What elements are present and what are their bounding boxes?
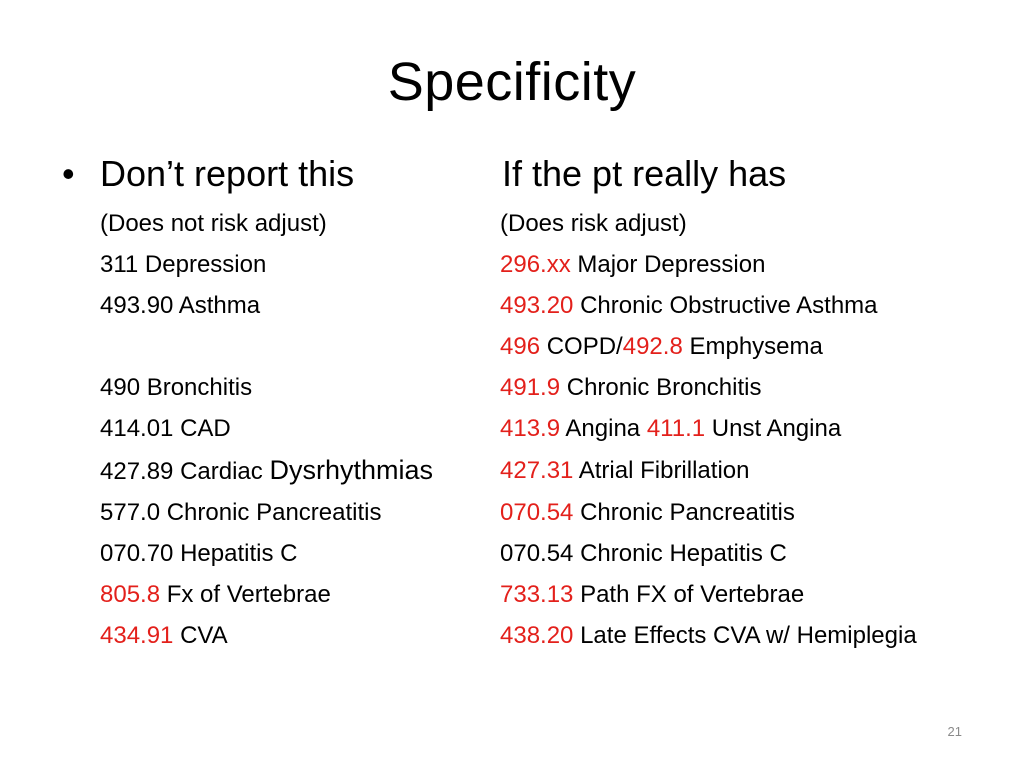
left-code-cell: 434.91 CVA	[100, 615, 228, 656]
right-code-text: Angina	[560, 415, 647, 442]
right-code-text: Major Depression	[570, 251, 766, 278]
left-code-text: 070.70 Hepatitis C	[100, 540, 298, 567]
right-code-cell: 296.xx Major Depression	[500, 244, 765, 285]
right-code-cell: 496 COPD/492.8 Emphysema	[500, 326, 823, 367]
code-row: 805.8 Fx of Vertebrae 733.13 Path FX of …	[0, 574, 1024, 615]
left-code-text: 414.01 CAD	[100, 415, 231, 442]
left-code-text-large: Dysrhythmias	[269, 455, 433, 485]
right-code-text: Emphysema	[682, 333, 823, 360]
right-code-text: Atrial Fibrillation	[573, 457, 750, 484]
right-code-cell: 070.54 Chronic Pancreatitis	[500, 492, 795, 533]
right-code-text: (Does risk adjust)	[500, 210, 687, 237]
right-code-cell: 413.9 Angina 411.1 Unst Angina	[500, 408, 841, 449]
right-code-text: Chronic Pancreatitis	[573, 499, 795, 526]
left-code-cell: 070.70 Hepatitis C	[100, 533, 297, 574]
left-code-cell: 490 Bronchitis	[100, 367, 252, 408]
right-code-cell: 438.20 Late Effects CVA w/ Hemiplegia	[500, 615, 917, 656]
left-code-text: Fx of Vertebrae	[160, 581, 331, 608]
left-code-text: 490 Bronchitis	[100, 374, 253, 401]
right-code-cell: 491.9 Chronic Bronchitis	[500, 367, 761, 408]
right-code-text: Chronic Bronchitis	[560, 374, 762, 401]
right-code-number: 411.1	[646, 415, 706, 442]
left-code-cell: 311 Depression	[100, 244, 266, 285]
right-code-text: Path FX of Vertebrae	[573, 581, 805, 608]
slide-title: Specificity	[387, 52, 637, 112]
right-code-number: 493.20	[500, 292, 574, 319]
left-code-text: 311 Depression	[100, 251, 267, 278]
left-code-number: 434.91	[100, 622, 174, 649]
right-code-text: Chronic Obstructive Asthma	[573, 292, 878, 319]
right-code-cell: 733.13 Path FX of Vertebrae	[500, 574, 804, 615]
left-code-text: 493.90 Asthma	[100, 292, 261, 319]
right-code-number: 496	[500, 333, 541, 360]
right-code-number: 491.9	[500, 374, 561, 401]
right-code-cell: 493.20 Chronic Obstructive Asthma	[500, 285, 878, 326]
code-row: 490 Bronchitis 491.9 Chronic Bronchitis	[0, 367, 1024, 408]
code-row: 311 Depression 296.xx Major Depression	[0, 244, 1024, 285]
right-code-text: COPD/	[540, 333, 623, 360]
heading-dont-report: Don’t report this	[100, 153, 355, 194]
right-code-text: Unst Angina	[705, 415, 842, 442]
page-number: 21	[947, 724, 962, 739]
code-row: 427.89 Cardiac Dysrhythmias 427.31 Atria…	[0, 449, 1024, 492]
heading-if-pt-has: If the pt really has	[502, 153, 787, 194]
code-row: (Does not risk adjust) (Does risk adjust…	[0, 203, 1024, 244]
left-code-cell: 493.90 Asthma	[100, 285, 260, 326]
code-row: 434.91 CVA 438.20 Late Effects CVA w/ He…	[0, 615, 1024, 656]
code-row: 070.70 Hepatitis C 070.54 Chronic Hepati…	[0, 533, 1024, 574]
right-code-text: 070.54 Chronic Hepatitis C	[500, 540, 787, 567]
right-code-cell: 427.31 Atrial Fibrillation	[500, 449, 749, 492]
left-code-text: 577.0 Chronic Pancreatitis	[100, 499, 382, 526]
left-code-text: CVA	[173, 622, 228, 649]
right-code-number: 296.xx	[500, 251, 571, 278]
left-code-cell: (Does not risk adjust)	[100, 203, 327, 244]
code-row: 493.90 Asthma 493.20 Chronic Obstructive…	[0, 285, 1024, 326]
left-code-text: (Does not risk adjust)	[100, 210, 327, 237]
left-code-cell: 577.0 Chronic Pancreatitis	[100, 492, 381, 533]
left-code-text: 427.89 Cardiac	[100, 458, 270, 485]
right-code-cell: (Does risk adjust)	[500, 203, 687, 244]
code-comparison-list: (Does not risk adjust) (Does risk adjust…	[0, 203, 1024, 656]
code-row: 577.0 Chronic Pancreatitis 070.54 Chroni…	[0, 492, 1024, 533]
left-code-number: 805.8	[100, 581, 161, 608]
right-code-number: 070.54	[500, 499, 574, 526]
right-code-number: 413.9	[500, 415, 561, 442]
right-code-number: 733.13	[500, 581, 574, 608]
code-row: 414.01 CAD 413.9 Angina 411.1 Unst Angin…	[0, 408, 1024, 449]
right-code-number: 492.8	[622, 333, 683, 360]
right-code-number: 438.20	[500, 622, 574, 649]
left-code-cell: 414.01 CAD	[100, 408, 231, 449]
right-code-cell: 070.54 Chronic Hepatitis C	[500, 533, 787, 574]
left-code-cell: 805.8 Fx of Vertebrae	[100, 574, 331, 615]
left-code-cell: 427.89 Cardiac Dysrhythmias	[100, 449, 433, 493]
bullet-icon: •	[62, 153, 75, 194]
right-code-text: Late Effects CVA w/ Hemiplegia	[573, 622, 917, 649]
right-code-number: 427.31	[500, 457, 574, 484]
code-row: 496 COPD/492.8 Emphysema	[0, 326, 1024, 367]
